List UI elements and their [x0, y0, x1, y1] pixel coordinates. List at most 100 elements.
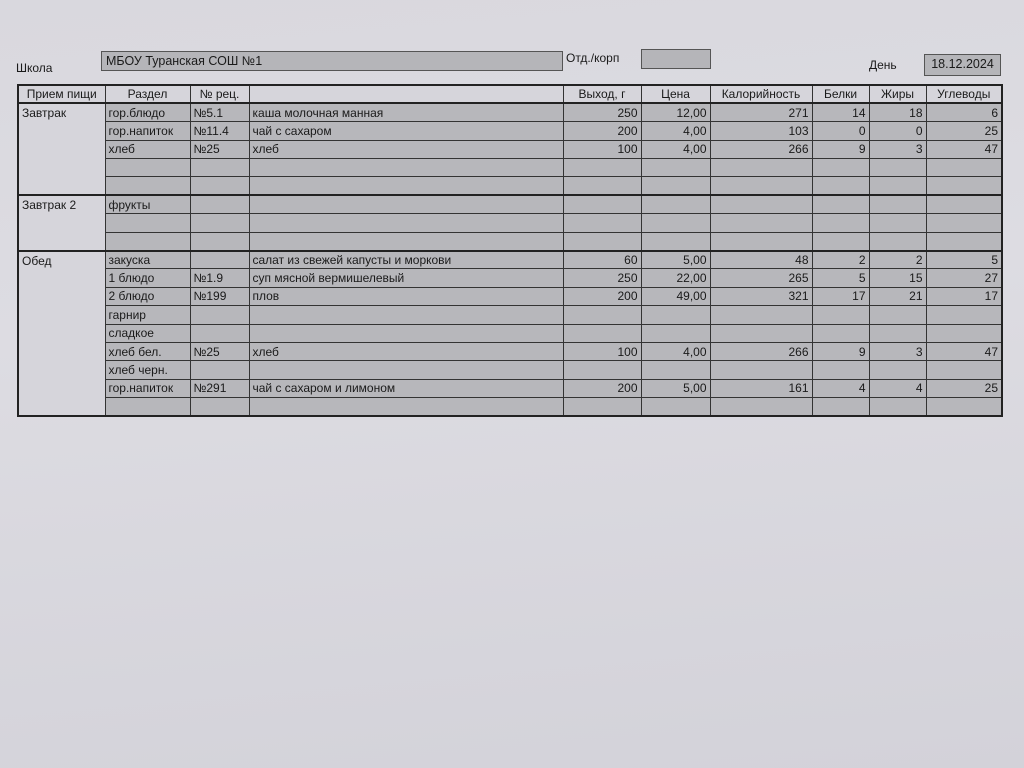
table-cell — [709, 360, 813, 380]
table-cell: 265 — [709, 268, 813, 288]
table-cell — [709, 213, 813, 233]
table-row: сладкое — [18, 323, 1003, 343]
table-cell: 14 — [811, 102, 870, 123]
table-cell — [104, 176, 191, 197]
table-row — [18, 158, 1003, 178]
table-cell — [189, 323, 250, 343]
table-cell — [709, 305, 813, 325]
table-cell: 25 — [925, 121, 1003, 141]
table-cell — [925, 360, 1003, 380]
table-cell: 4 — [868, 378, 927, 399]
table-cell: суп мясной вермишелевый — [248, 268, 564, 288]
table-cell: 25 — [925, 378, 1003, 399]
table-cell — [562, 231, 642, 252]
table-cell — [868, 231, 927, 252]
table-cell: салат из свежей капусты и моркови — [248, 250, 564, 270]
table-cell: 266 — [709, 341, 813, 362]
table-cell: 48 — [709, 250, 813, 270]
table-cell — [868, 158, 927, 178]
table-cell: 4,00 — [640, 139, 711, 160]
table-cell: 5,00 — [640, 378, 711, 399]
table-cell — [811, 158, 870, 178]
column-header: Углеводы — [925, 84, 1003, 105]
table-cell: 200 — [562, 378, 642, 399]
table-cell — [640, 213, 711, 233]
table-cell: 17 — [811, 286, 870, 307]
table-cell — [562, 158, 642, 178]
table-cell: 2 — [868, 250, 927, 270]
table-cell — [640, 397, 711, 418]
table-cell: 100 — [562, 139, 642, 160]
table-cell — [811, 176, 870, 197]
table-cell — [104, 158, 191, 178]
meal-name: Завтрак 2 — [17, 194, 106, 252]
table-cell — [248, 213, 564, 233]
table-cell: 3 — [868, 139, 927, 160]
table-cell — [640, 305, 711, 325]
table-row — [18, 213, 1003, 233]
table-cell: 27 — [925, 268, 1003, 288]
table-cell: №5.1 — [189, 102, 250, 123]
table-cell: 3 — [868, 341, 927, 362]
table-cell: фрукты — [104, 194, 191, 215]
table-row — [18, 176, 1003, 197]
table-cell — [811, 305, 870, 325]
table-cell: 271 — [709, 102, 813, 123]
table-cell: каша молочная манная — [248, 102, 564, 123]
table-cell — [248, 323, 564, 343]
table-cell: 100 — [562, 341, 642, 362]
table-cell: 15 — [868, 268, 927, 288]
column-header: Прием пищи — [17, 84, 106, 105]
column-header: Жиры — [868, 84, 927, 105]
table-cell — [640, 194, 711, 215]
table-cell — [868, 397, 927, 418]
table-row — [18, 397, 1003, 418]
table-cell: 18 — [868, 102, 927, 123]
table-cell — [709, 176, 813, 197]
table-cell: №291 — [189, 378, 250, 399]
table-cell — [562, 397, 642, 418]
table-cell: 17 — [925, 286, 1003, 307]
table-cell — [189, 397, 250, 418]
table-cell: 161 — [709, 378, 813, 399]
table-cell — [811, 360, 870, 380]
table-cell — [248, 231, 564, 252]
table-cell: №199 — [189, 286, 250, 307]
table-cell: 47 — [925, 139, 1003, 160]
table-cell — [104, 231, 191, 252]
table-cell — [640, 231, 711, 252]
table-cell — [925, 397, 1003, 418]
column-header: Белки — [811, 84, 870, 105]
table-cell: 22,00 — [640, 268, 711, 288]
table-cell: 2 — [811, 250, 870, 270]
table-cell: 21 — [868, 286, 927, 307]
day-label: День — [869, 58, 897, 72]
table-cell — [925, 176, 1003, 197]
table-cell — [189, 158, 250, 178]
table-row: гарнир — [18, 305, 1003, 325]
table-cell: 266 — [709, 139, 813, 160]
table-cell: 47 — [925, 341, 1003, 362]
table-cell — [189, 176, 250, 197]
table-cell — [562, 176, 642, 197]
school-field: МБОУ Туранская СОШ №1 — [101, 51, 563, 71]
table-cell — [562, 194, 642, 215]
table-cell: 9 — [811, 139, 870, 160]
school-label: Школа — [16, 61, 53, 75]
table-cell — [189, 305, 250, 325]
table-cell: 4,00 — [640, 121, 711, 141]
table-cell — [811, 231, 870, 252]
menu-table: Прием пищи Раздел № рец. Выход, г Цена Калори… — [17, 84, 1003, 418]
table-row: Обед закуска салат из свежей капусты и мор… — [17, 250, 1003, 418]
table-cell — [640, 360, 711, 380]
table-row: 1 блюдо №1.9 суп мясной вермишелевый 250 22,… — [18, 268, 1003, 288]
table-cell: 4 — [811, 378, 870, 399]
table-cell — [925, 194, 1003, 215]
table-cell — [189, 231, 250, 252]
table-row: Завтрак гор.блюдо №5.1 каша молочная манная… — [17, 102, 1003, 197]
table-cell: №25 — [189, 139, 250, 160]
table-cell — [248, 176, 564, 197]
table-cell — [925, 213, 1003, 233]
table-cell: 49,00 — [640, 286, 711, 307]
table-cell — [868, 194, 927, 215]
